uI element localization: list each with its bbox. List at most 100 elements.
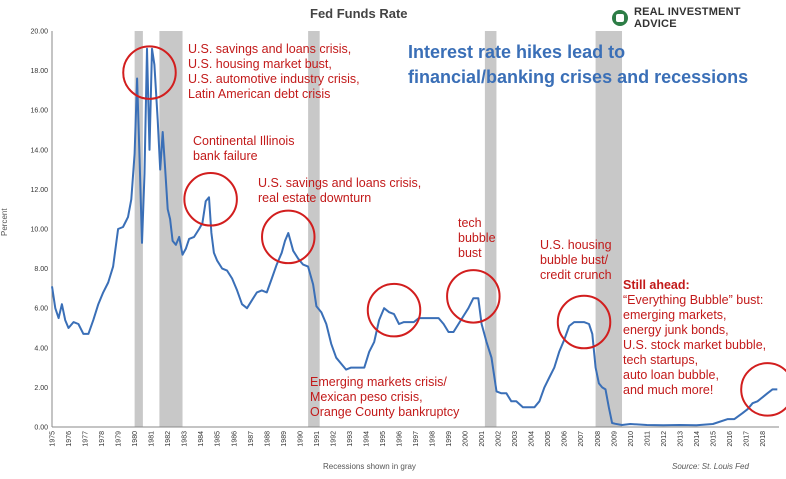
annotation-line: Orange County bankruptcy <box>310 405 460 419</box>
x-tick-label: 1998 <box>430 431 437 447</box>
annotation-2000: tech bubble bust <box>458 216 496 261</box>
x-tick-label: 2015 <box>710 431 717 447</box>
annotation-line: U.S. housing market bust, <box>188 57 332 71</box>
annotation-line: U.S. savings and loans crisis, <box>188 42 352 56</box>
x-tick-label: 2014 <box>694 431 701 447</box>
highlight-circle <box>122 45 177 100</box>
x-tick-label: 2008 <box>595 431 602 447</box>
annotation-line: bank failure <box>193 149 258 163</box>
annotation-line: Latin American debt crisis <box>188 87 331 101</box>
annotation-line: U.S. stock market bubble, <box>623 338 767 352</box>
annotation-1989: U.S. savings and loans crisis, real esta… <box>258 176 421 206</box>
annotation-1980: U.S. savings and loans crisis, U.S. hous… <box>188 42 360 102</box>
x-tick-label: 1988 <box>264 431 271 447</box>
y-tick-label: 4.00 <box>34 345 48 352</box>
x-tick-label: 1987 <box>248 431 255 447</box>
x-tick-label: 2002 <box>496 431 503 447</box>
axes <box>51 31 779 428</box>
annotation-2007: U.S. housing bubble bust/ credit crunch <box>540 238 612 283</box>
x-tick-label: 1978 <box>99 431 106 447</box>
x-tick-label: 1975 <box>50 431 57 447</box>
logo-icon <box>612 10 628 26</box>
annotation-line: Emerging markets crisis/ <box>310 375 447 389</box>
annotation-1995: Emerging markets crisis/ Mexican peso cr… <box>310 375 459 420</box>
y-axis-label: Percent <box>0 208 9 236</box>
annotation-line: credit crunch <box>540 268 612 282</box>
highlight-circle <box>261 209 316 265</box>
y-tick-label: 16.00 <box>30 108 48 115</box>
highlight-circle <box>183 172 238 227</box>
x-tick-label: 1994 <box>363 431 370 447</box>
x-tick-label: 1989 <box>281 431 288 447</box>
annotation-line: U.S. savings and loans crisis, <box>258 176 422 190</box>
annotation-1984: Continental Illinois bank failure <box>193 134 294 164</box>
annotation-line: real estate downturn <box>258 191 372 205</box>
x-tick-label: 2005 <box>545 431 552 447</box>
annotation-line: energy junk bonds, <box>623 323 729 337</box>
x-tick-label: 2001 <box>479 431 486 447</box>
x-tick-label: 1999 <box>446 431 453 447</box>
x-tick-label: 1992 <box>330 431 337 447</box>
y-tick-label: 0.00 <box>34 425 48 432</box>
x-tick-label: 1977 <box>83 431 90 447</box>
annotation-line: tech <box>458 216 482 230</box>
x-tick-label: 1982 <box>165 431 172 447</box>
annotation-heading: Still ahead: <box>623 278 690 292</box>
x-tick-label: 2017 <box>743 431 750 447</box>
annotation-line: and much more! <box>623 383 714 397</box>
x-tick-label: 1979 <box>116 431 123 447</box>
highlight-circle <box>556 294 612 350</box>
x-tick-label: 1997 <box>413 431 420 447</box>
brand-name: REAL INVESTMENT ADVICE <box>633 6 741 30</box>
y-tick-label: 14.00 <box>30 147 48 154</box>
x-tick-label: 2016 <box>727 431 734 447</box>
y-tick-labels: 0.00 2.00 4.00 6.00 8.00 10.00 12.00 14.00 16.00… <box>30 29 48 432</box>
y-tick-label: 18.00 <box>30 68 48 75</box>
x-tick-label: 1984 <box>198 431 205 447</box>
annotation-line: bust <box>458 246 482 260</box>
x-tick-label: 1991 <box>314 431 321 447</box>
recession-band <box>134 31 143 427</box>
x-tick-label: 2000 <box>463 431 470 447</box>
annotation-line: bubble <box>458 231 496 245</box>
x-tick-label: 1985 <box>215 431 222 447</box>
x-tick-label: 2007 <box>578 431 585 447</box>
x-axis-note: Recessions shown in gray <box>323 462 416 471</box>
annotation-still-ahead: Still ahead: “Everything Bubble” bust: e… <box>623 278 766 398</box>
annotation-line: U.S. housing <box>540 238 612 252</box>
recession-band <box>595 31 623 427</box>
annotation-line: U.S. automotive industry crisis, <box>188 72 360 86</box>
annotation-line: “Everything Bubble” bust: <box>623 293 764 307</box>
annotation-line: auto loan bubble, <box>623 368 719 382</box>
x-tick-label: 1996 <box>396 431 403 447</box>
x-tick-labels: 1975 1976 1977 1978 1979 1980 1981 1982 1983 1984… <box>50 431 767 447</box>
recession-band <box>484 31 497 427</box>
x-tick-label: 1993 <box>347 431 354 447</box>
y-tick-label: 8.00 <box>34 266 48 273</box>
chart-title: Fed Funds Rate <box>310 6 408 21</box>
x-tick-label: 1976 <box>66 431 73 447</box>
x-tick-label: 2004 <box>529 431 536 447</box>
x-tick-label: 2010 <box>628 431 635 447</box>
x-tick-label: 1995 <box>380 431 387 447</box>
x-tick-label: 1986 <box>231 431 238 447</box>
headline-line: Interest rate hikes lead to <box>408 42 626 62</box>
x-tick-label: 1980 <box>132 431 139 447</box>
source-note: Source: St. Louis Fed <box>672 462 749 471</box>
x-tick-label: 1981 <box>149 431 156 447</box>
x-tick-label: 2013 <box>677 431 684 447</box>
highlight-circles <box>122 45 786 417</box>
annotation-line: bubble bust/ <box>540 253 609 267</box>
x-tick-label: 1983 <box>182 431 189 447</box>
x-tick-label: 2003 <box>512 431 519 447</box>
x-tick-label: 2012 <box>661 431 668 447</box>
x-tick-label: 2009 <box>611 431 618 447</box>
annotation-line: emerging markets, <box>623 308 727 322</box>
y-tick-label: 2.00 <box>34 385 48 392</box>
x-tick-label: 2011 <box>644 431 651 446</box>
headline-line: financial/banking crises and recessions <box>408 67 749 87</box>
x-tick-label: 2018 <box>760 431 767 447</box>
headline: Interest rate hikes lead to financial/ba… <box>408 40 778 90</box>
highlight-circle <box>366 282 422 338</box>
